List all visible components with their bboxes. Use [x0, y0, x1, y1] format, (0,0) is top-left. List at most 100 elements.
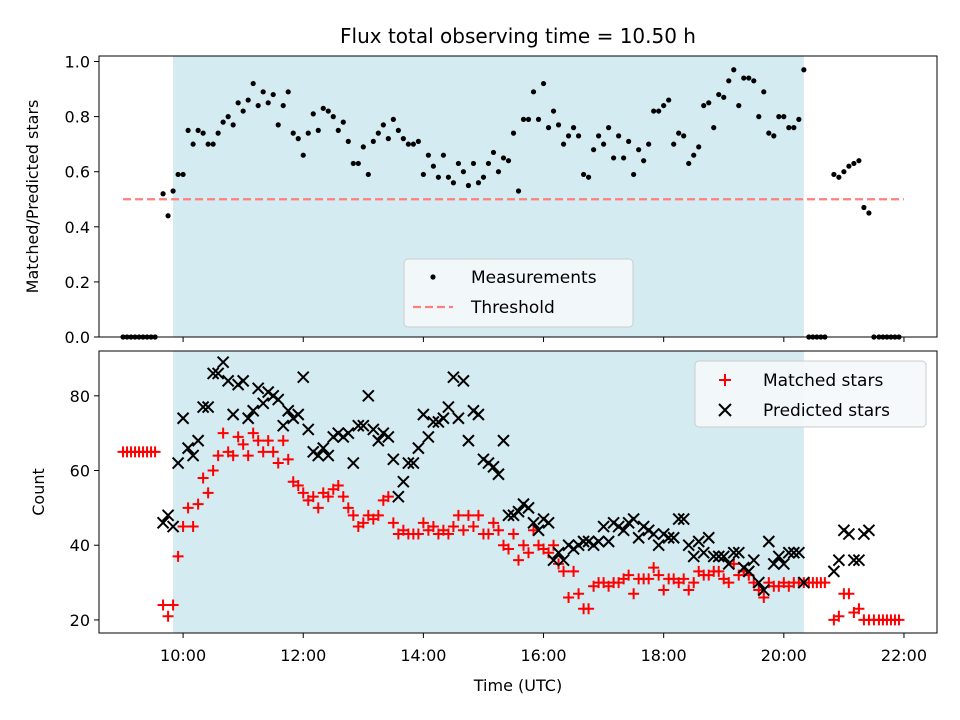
predicted-point-29	[302, 423, 315, 436]
measurement-point-9	[160, 191, 166, 197]
matched-point-72	[472, 509, 484, 521]
measurement-point-45	[340, 119, 346, 125]
predicted-point-48	[397, 475, 410, 488]
measurement-point-126	[746, 75, 752, 81]
predicted-point-5	[181, 441, 195, 455]
measurement-point-121	[721, 94, 727, 100]
measurement-point-44	[335, 127, 341, 133]
measurement-point-12	[175, 171, 181, 178]
predicted-point-80	[557, 553, 570, 567]
matched-point-31	[267, 446, 279, 458]
predicted-point-13	[221, 374, 235, 388]
measurement-point-112	[676, 130, 682, 136]
matched-point-122	[723, 577, 735, 589]
measurement-point-80	[515, 188, 522, 194]
predicted-point-12	[216, 355, 230, 369]
predicted-point-88	[597, 520, 610, 533]
measurement-point-62	[425, 152, 431, 158]
measurement-point-33	[280, 102, 286, 109]
top-panel: 0.0 0.2 0.4 0.6 0.8 1.0 Matched/Predicted sta…	[23, 53, 938, 347]
measurement-point-134	[786, 125, 792, 131]
matched-point-39	[307, 491, 319, 503]
predicted-point-41	[362, 389, 375, 403]
measurement-point-75	[490, 149, 497, 156]
predicted-point-40	[357, 419, 370, 432]
matched-stars-points	[117, 427, 905, 626]
x-tick-label-0: 10:00	[160, 646, 206, 665]
bottom-ytick-label-0: 20	[70, 611, 90, 630]
matched-point-157	[893, 614, 905, 626]
measurement-point-83	[530, 89, 537, 95]
bottom-y-axis-label: Count	[29, 468, 48, 516]
matched-point-23	[227, 450, 239, 462]
matched-point-67	[447, 521, 459, 533]
legend-predicted-label: Predicted stars	[763, 401, 890, 421]
matched-point-12	[172, 550, 184, 562]
matched-point-25	[237, 438, 249, 450]
measurement-point-68	[455, 160, 462, 167]
measurement-point-87	[550, 108, 557, 114]
matched-point-142	[819, 577, 831, 589]
measurement-point-131	[771, 133, 777, 139]
bottom-legend-box	[694, 360, 927, 428]
matched-point-63	[427, 521, 439, 533]
matched-point-114	[683, 584, 695, 596]
measurement-point-13	[180, 171, 186, 178]
x-tick-label-6: 22:00	[881, 646, 927, 665]
measurement-point-14	[185, 127, 191, 133]
matched-point-76	[492, 524, 504, 536]
measurement-point-29	[260, 89, 266, 95]
matched-point-26	[242, 450, 254, 462]
measurement-point-37	[300, 152, 306, 158]
x-tick-label-5: 20:00	[761, 646, 807, 665]
measurement-point-48	[355, 160, 361, 167]
predicted-point-102	[667, 531, 680, 544]
predicted-point-117	[742, 565, 755, 578]
measurement-point-146	[846, 163, 852, 169]
measurement-point-18	[205, 141, 211, 147]
top-ytick-label-5: 1.0	[65, 53, 90, 72]
measurement-point-63	[430, 163, 436, 169]
matched-point-49	[357, 517, 369, 529]
matched-point-80	[513, 554, 525, 566]
matched-point-113	[678, 573, 690, 585]
bottom-ytick-label-3: 80	[70, 387, 90, 406]
predicted-point-54	[427, 415, 440, 429]
measurement-point-11	[170, 188, 176, 194]
measurement-point-122	[726, 78, 732, 84]
matched-point-92	[573, 588, 585, 600]
bottom-legend: Matched stars Predicted stars	[694, 360, 927, 428]
predicted-stars-points	[156, 355, 876, 597]
measurement-point-61	[420, 171, 426, 178]
legend-measurements-label: Measurements	[471, 268, 597, 288]
predicted-point-106	[687, 550, 700, 563]
predicted-point-118	[747, 553, 760, 567]
predicted-point-57	[442, 400, 455, 414]
predicted-point-77	[542, 516, 555, 530]
measurement-point-145	[841, 169, 847, 175]
measurement-point-148	[856, 158, 862, 164]
top-ytick-label-4: 0.8	[65, 108, 90, 127]
measurement-point-119	[711, 125, 717, 131]
matched-point-74	[482, 528, 494, 540]
predicted-point-42	[367, 423, 380, 436]
predicted-point-84	[577, 535, 590, 548]
matched-point-44	[332, 479, 344, 491]
measurement-point-52	[375, 130, 381, 136]
matched-point-146	[843, 588, 855, 600]
predicted-point-112	[717, 550, 730, 563]
measurement-point-88	[555, 122, 562, 128]
predicted-point-115	[732, 546, 745, 559]
measurement-point-15	[190, 141, 196, 147]
predicted-point-31	[312, 449, 325, 462]
predicted-point-7	[191, 434, 205, 447]
matched-point-21	[217, 427, 229, 439]
measurement-point-95	[590, 147, 597, 153]
predicted-point-56	[437, 412, 450, 425]
measurement-point-123	[731, 67, 737, 73]
measurement-point-40	[315, 127, 321, 133]
measurement-point-130	[766, 130, 772, 136]
measurement-point-27	[250, 80, 256, 87]
matched-point-120	[713, 565, 725, 577]
